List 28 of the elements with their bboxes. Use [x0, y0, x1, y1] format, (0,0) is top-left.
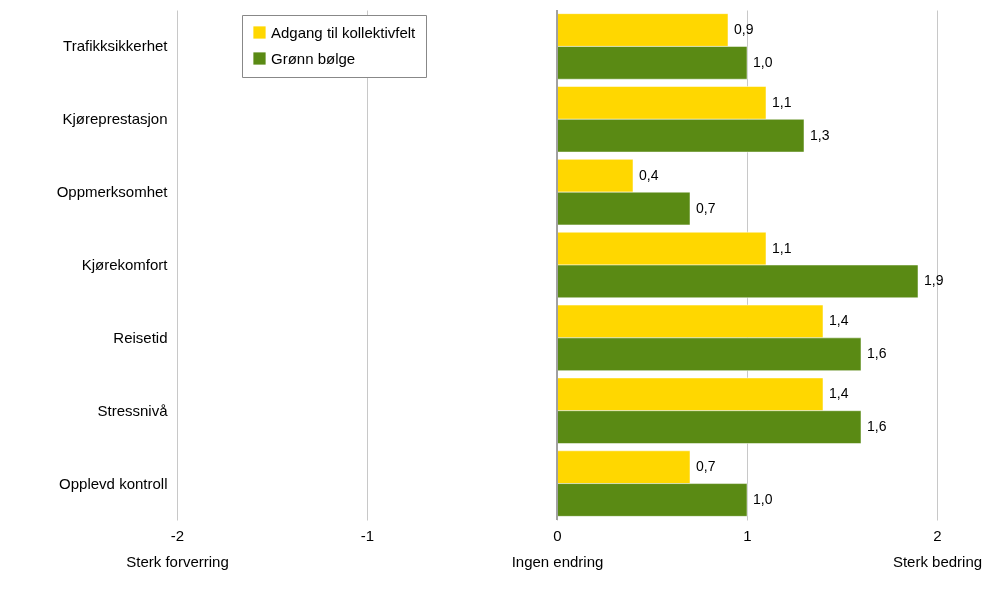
data-label: 1,6 — [867, 345, 887, 362]
data-label: 1,3 — [810, 126, 830, 143]
data-label: 0,9 — [734, 21, 754, 38]
data-label: 1,0 — [753, 490, 773, 507]
data-label: 1,9 — [924, 272, 944, 289]
y-tick-label: Stressnivå — [97, 401, 169, 419]
y-tick-label: Trafikksikkerhet — [63, 37, 169, 55]
x-tick-label: -2 Sterk forverring — [126, 526, 229, 570]
y-tick-label: Kjørekomfort — [81, 256, 169, 273]
data-label: 1,4 — [829, 385, 849, 402]
data-label: 0,7 — [696, 199, 716, 216]
data-label: 1,1 — [772, 239, 792, 256]
data-label: 0,7 — [696, 458, 716, 475]
data-label: 1,6 — [867, 418, 887, 435]
y-tick-label: Opplevd kontroll — [59, 474, 168, 492]
data-label: 1,4 — [829, 312, 849, 329]
x-tick-label: 0 Ingen endring — [511, 526, 604, 570]
x-tick-label: 2 Sterk bedring — [892, 526, 983, 570]
y-tick-label: Reisetid — [113, 328, 168, 346]
x-tick-label: 1 — [743, 526, 752, 544]
legend-label: Grønn bølge — [271, 49, 356, 67]
y-tick-label: Oppmerksomhet — [56, 183, 169, 201]
data-label: 1,1 — [772, 93, 792, 110]
legend-label: Adgang til kollektivfelt — [271, 23, 417, 41]
data-label: 1,0 — [753, 53, 773, 70]
data-label: 0,4 — [639, 166, 659, 183]
x-tick-label: -1 — [360, 526, 375, 544]
y-tick-label: Kjøreprestasjon — [62, 110, 168, 128]
